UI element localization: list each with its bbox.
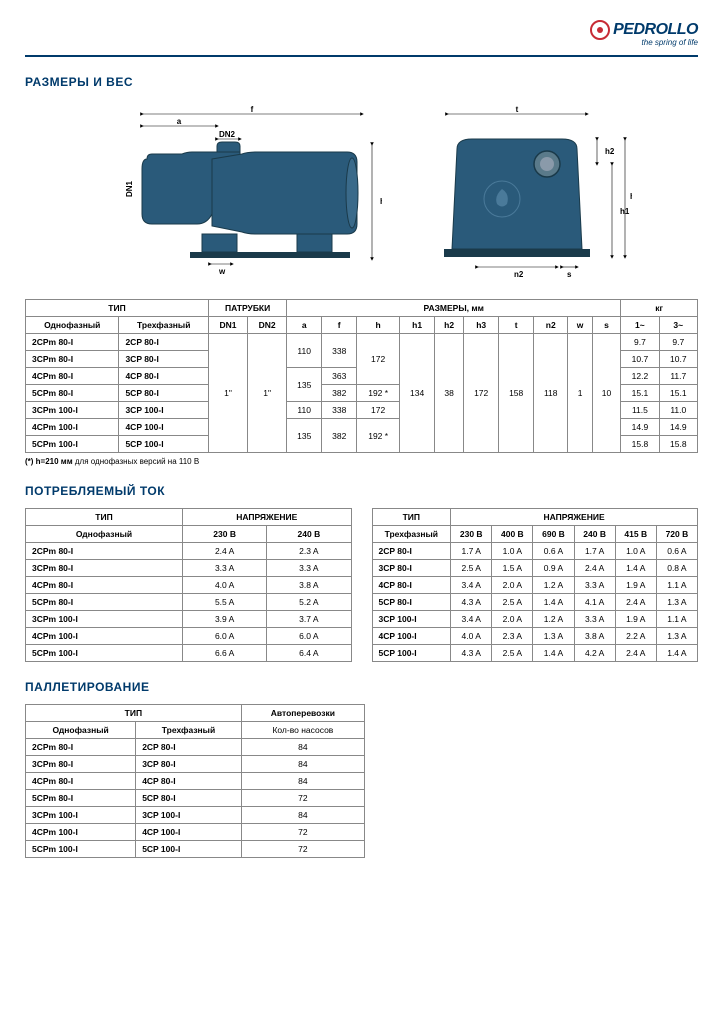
cell: 5CPm 80-I xyxy=(26,790,136,807)
svg-text:w: w xyxy=(218,267,226,276)
cell: 4CPm 100-I xyxy=(26,824,136,841)
section-title-pallet: ПАЛЛЕТИРОВАНИЕ xyxy=(25,680,698,694)
logo-icon xyxy=(590,20,610,40)
svg-text:h3: h3 xyxy=(630,192,632,201)
cell: 3CPm 80-I xyxy=(26,560,183,577)
svg-text:h: h xyxy=(380,197,382,206)
svg-text:h2: h2 xyxy=(605,147,615,156)
cell: 3CPm 100-I xyxy=(26,807,136,824)
cell: 5CPm 100-I xyxy=(26,645,183,662)
brand-name: PEDROLLO xyxy=(613,21,698,39)
svg-text:DN1: DN1 xyxy=(125,180,134,197)
pump-side-view: f a DN2 DN1 h w xyxy=(92,104,382,279)
svg-text:a: a xyxy=(176,117,181,126)
th-kg: кг xyxy=(621,300,698,317)
svg-text:DN2: DN2 xyxy=(218,130,235,139)
cell: 4CPm 80-I xyxy=(26,577,183,594)
th-three: Трехфазный xyxy=(119,317,209,334)
svg-text:t: t xyxy=(515,105,518,114)
cell: 4CP 80-I xyxy=(372,577,451,594)
brand-logo: PEDROLLO the spring of life xyxy=(590,20,698,47)
cell: 5CP 80-I xyxy=(372,594,451,611)
current-three-table: ТИП НАПРЯЖЕНИЕ Трехфазный 230 В 400 В 69… xyxy=(372,508,699,662)
pallet-table: ТИП Автоперевозки Однофазный Трехфазный … xyxy=(25,704,365,858)
cell: 4CPm 80-I xyxy=(26,773,136,790)
cell: 3CP 80-I xyxy=(372,560,451,577)
svg-text:f: f xyxy=(250,105,253,114)
svg-text:s: s xyxy=(567,270,572,279)
footnote: (*) h=210 мм для однофазных версий на 11… xyxy=(25,457,698,466)
cell: 5CP 100-I xyxy=(372,645,451,662)
svg-text:n2: n2 xyxy=(514,270,524,279)
section-title-current: ПОТРЕБЛЯЕМЫЙ ТОК xyxy=(25,484,698,498)
cell: 2CP 80-I xyxy=(372,543,451,560)
dimensions-table: ТИП ПАТРУБКИ РАЗМЕРЫ, мм кг Однофазный Т… xyxy=(25,299,698,453)
cell: 4CP 100-I xyxy=(372,628,451,645)
section-title-dimensions: РАЗМЕРЫ И ВЕС xyxy=(25,75,698,89)
th-dims: РАЗМЕРЫ, мм xyxy=(287,300,621,317)
cell: 5CPm 100-I xyxy=(26,841,136,858)
cell: 3CP 100-I xyxy=(372,611,451,628)
cell: 2CPm 80-I xyxy=(26,739,136,756)
cell: 4CPm 100-I xyxy=(26,628,183,645)
cell: 3CPm 100-I xyxy=(26,611,183,628)
cell: 2CPm 80-I xyxy=(26,543,183,560)
th-ports: ПАТРУБКИ xyxy=(208,300,286,317)
brand-tagline: the spring of life xyxy=(642,38,698,47)
th-type: ТИП xyxy=(26,300,209,317)
page-header: PEDROLLO the spring of life xyxy=(25,20,698,57)
pump-front-view: t h2 h1 h3 n2 s xyxy=(422,104,632,279)
cell: 2CPm 80-I xyxy=(26,334,119,351)
th-single: Однофазный xyxy=(26,317,119,334)
current-single-table: ТИП НАПРЯЖЕНИЕ Однофазный 230 В 240 В 2C… xyxy=(25,508,352,662)
dimension-diagrams: f a DN2 DN1 h w t h2 h1 h3 n2 s xyxy=(25,104,698,279)
cell: 5CPm 80-I xyxy=(26,594,183,611)
cell: 3CPm 80-I xyxy=(26,756,136,773)
